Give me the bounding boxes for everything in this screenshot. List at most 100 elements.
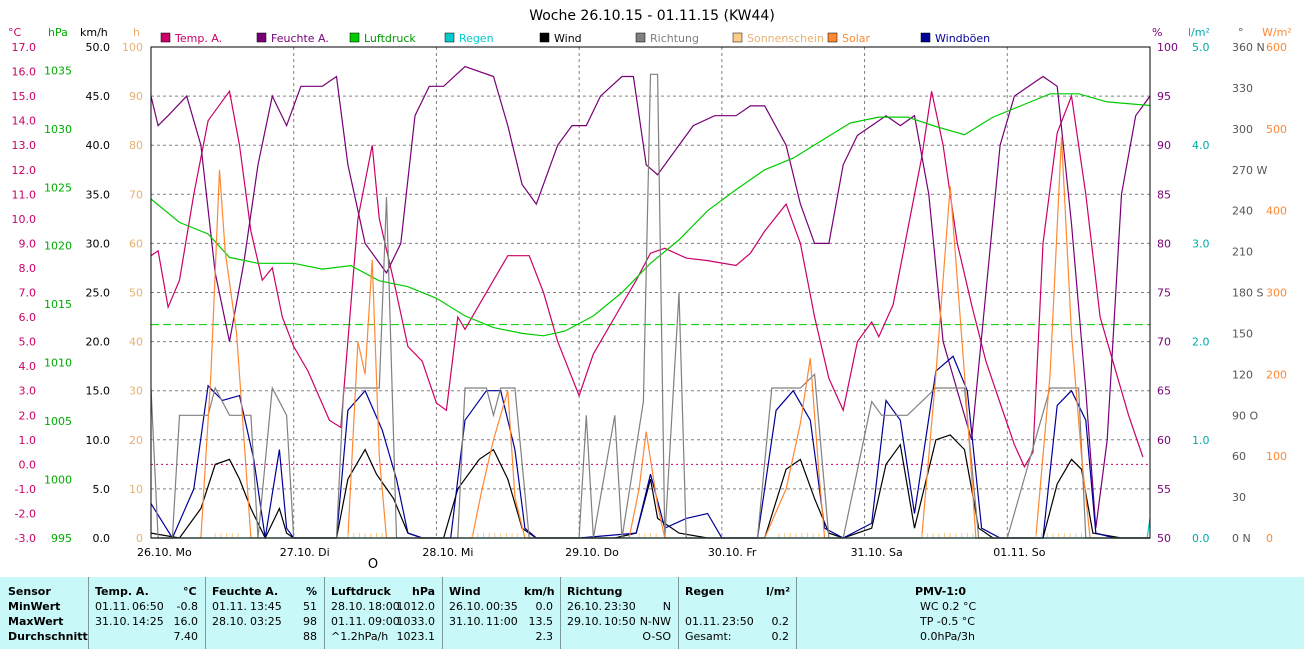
sun-tick-label: 60 [129, 237, 143, 250]
feuchte-max-date: 28.10. [212, 615, 247, 628]
wind-tick-label: 20.0 [86, 336, 111, 349]
pressure-tick-label: 1005 [44, 415, 72, 428]
regen-header: Regen [685, 585, 725, 598]
direction-tick-label: 210 [1232, 246, 1253, 259]
weather-chart: Woche 26.10.15 - 01.11.15 (KW44) Temp. A… [8, 8, 1292, 572]
row-label-min: MinWert [8, 600, 61, 613]
legend-label: Feuchte A. [271, 32, 329, 45]
temp-tick-label: 2.0 [19, 409, 37, 422]
richtung-min-val: N [662, 600, 671, 613]
legend-swatch [827, 32, 838, 43]
wind-tick-label: 45.0 [86, 90, 111, 103]
axis-unit-temp: °C [8, 26, 22, 39]
separator [324, 577, 325, 649]
rain-tick-label: 3.0 [1192, 237, 1210, 250]
legend-label: Solar [842, 32, 871, 45]
temp-tick-label: 14.0 [12, 115, 37, 128]
direction-tick-label: 30 [1232, 491, 1246, 504]
separator [205, 577, 206, 649]
legend-swatch [635, 32, 646, 43]
plot-frame [150, 46, 1151, 539]
regen-total: 0.2 [771, 630, 790, 643]
luftdruck-trend: ^1.2hPa/h [331, 630, 389, 643]
temp-tick-label: 0.0 [19, 458, 37, 471]
wind-unit: km/h [524, 585, 555, 598]
row-label-max: MaxWert [8, 615, 64, 628]
legend-swatch [732, 32, 743, 43]
pmv-wc: WC 0.2 °C [920, 600, 977, 613]
luftdruck-max-date: 01.11. [331, 615, 366, 628]
axis-unit-rain: l/m² [1188, 26, 1210, 39]
wind-tick-label: 25.0 [86, 287, 111, 300]
solar-tick-label: 100 [1266, 450, 1287, 463]
sun-tick-label: 30 [129, 385, 143, 398]
rain-tick-label: 1.0 [1192, 434, 1210, 447]
x-tick-label: 30.10. Fr [708, 546, 757, 559]
separator [88, 577, 89, 649]
temp-max-val: 16.0 [173, 615, 199, 628]
solar-tick-label: 500 [1266, 123, 1287, 136]
x-tick-label: 28.10. Mi [422, 546, 473, 559]
direction-tick-label: 60 [1232, 450, 1246, 463]
temp-tick-label: 6.0 [19, 311, 37, 324]
x-tick-label: 31.10. Sa [851, 546, 903, 559]
direction-tick-label: 360 N [1232, 41, 1265, 54]
feuchte-header: Feuchte A. [212, 585, 279, 598]
regen-max-time: 23:50 [722, 615, 754, 628]
time-marker: O [368, 557, 378, 572]
axis-unit-sun: h [133, 26, 140, 39]
humidity-tick-label: 65 [1157, 385, 1171, 398]
pmv-header: PMV-1:0 [915, 585, 966, 598]
legend-label: Sonnenschein [747, 32, 824, 45]
wind-max-val: 13.5 [528, 615, 554, 628]
feuchte-max-time: 03:25 [250, 615, 282, 628]
legend-swatch [256, 32, 267, 43]
temp-tick-label: 12.0 [12, 164, 37, 177]
grid [151, 47, 1150, 538]
legend-label: Regen [459, 32, 494, 45]
separator [560, 577, 561, 649]
direction-tick-label: 270 W [1232, 164, 1267, 177]
chart-title: Woche 26.10.15 - 01.11.15 (KW44) [529, 8, 775, 24]
humidity-tick-label: 75 [1157, 287, 1171, 300]
luftdruck-unit: hPa [412, 585, 436, 598]
temp-tick-label: -2.0 [15, 507, 36, 520]
richtung-min-date: 26.10. [567, 600, 602, 613]
legend-label: Temp. A. [174, 32, 222, 45]
time-marker-label: O [368, 557, 378, 572]
temp-unit: °C [183, 585, 197, 598]
solar-tick-label: 200 [1266, 368, 1287, 381]
x-tick-label: 26.10. Mo [137, 546, 192, 559]
rain-tick-label: 2.0 [1192, 336, 1210, 349]
richtung-max-time: 10:50 [604, 615, 636, 628]
wind-avg: 2.3 [535, 630, 554, 643]
luftdruck-max-val: 1033.0 [396, 615, 436, 628]
solar-tick-label: 600 [1266, 41, 1287, 54]
pressure-tick-label: 1010 [44, 357, 72, 370]
humidity-tick-label: 60 [1157, 434, 1171, 447]
sun-tick-label: 50 [129, 287, 143, 300]
wind-tick-label: 10.0 [86, 434, 111, 447]
sun-tick-label: 70 [129, 188, 143, 201]
pressure-tick-label: 995 [51, 532, 72, 545]
richtung-min-time: 23:30 [604, 600, 636, 613]
row-label-sensor: Sensor [8, 585, 51, 598]
solar-tick-label: 300 [1266, 287, 1287, 300]
temp-tick-label: -1.0 [15, 483, 36, 496]
temp-tick-label: 9.0 [19, 237, 37, 250]
sun-tick-label: 10 [129, 483, 143, 496]
temp-tick-label: 17.0 [12, 41, 37, 54]
temp-max-time: 14:25 [132, 615, 164, 628]
series-group [150, 65, 1151, 540]
legend-swatch [920, 32, 931, 43]
direction-tick-label: 90 O [1232, 409, 1258, 422]
direction-tick-label: 180 S [1232, 287, 1263, 300]
legend-swatch [444, 32, 455, 43]
row-label-avg: Durchschnitt [8, 630, 88, 643]
pressure-tick-label: 1035 [44, 64, 72, 77]
series-line-wind [150, 434, 1150, 540]
x-tick-label: 01.11. So [993, 546, 1045, 559]
regen-max-val: 0.2 [771, 615, 790, 628]
humidity-tick-label: 85 [1157, 188, 1171, 201]
richtung-avg: O-SO [642, 630, 671, 643]
